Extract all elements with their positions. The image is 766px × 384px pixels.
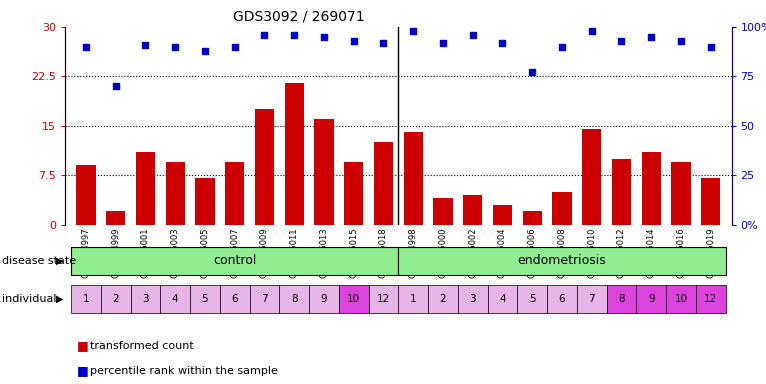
Text: disease state: disease state <box>2 256 76 266</box>
Bar <box>77 166 96 225</box>
Text: ■: ■ <box>77 339 88 352</box>
Point <box>228 44 241 50</box>
Point <box>288 32 300 38</box>
Point <box>110 83 122 89</box>
Point <box>585 28 597 34</box>
Text: 12: 12 <box>704 294 717 304</box>
Point <box>199 48 211 54</box>
Point <box>407 28 419 34</box>
Text: 4: 4 <box>499 294 506 304</box>
Text: 9: 9 <box>321 294 327 304</box>
Bar <box>522 212 542 225</box>
Text: 4: 4 <box>172 294 178 304</box>
Text: ▶: ▶ <box>56 294 64 304</box>
Point <box>615 38 627 44</box>
Bar <box>106 212 126 225</box>
Text: 1: 1 <box>410 294 417 304</box>
Text: 8: 8 <box>618 294 625 304</box>
Bar <box>225 162 244 225</box>
Text: percentile rank within the sample: percentile rank within the sample <box>90 366 278 376</box>
Bar <box>701 179 720 225</box>
Bar <box>612 159 631 225</box>
Point <box>169 44 182 50</box>
Text: 7: 7 <box>588 294 595 304</box>
Bar <box>642 152 661 225</box>
Text: 10: 10 <box>674 294 688 304</box>
Point <box>496 40 509 46</box>
Point <box>348 38 360 44</box>
Text: 3: 3 <box>470 294 476 304</box>
Bar <box>434 198 453 225</box>
Point <box>526 69 538 75</box>
Text: 2: 2 <box>113 294 119 304</box>
Text: individual: individual <box>2 294 56 304</box>
Point <box>258 32 270 38</box>
Text: 2: 2 <box>440 294 447 304</box>
Bar <box>136 152 155 225</box>
Bar <box>671 162 691 225</box>
Text: 8: 8 <box>291 294 297 304</box>
Point <box>80 44 92 50</box>
Bar <box>493 205 512 225</box>
Point <box>139 41 152 48</box>
Bar <box>165 162 185 225</box>
Text: 6: 6 <box>558 294 565 304</box>
Point <box>645 34 657 40</box>
Bar <box>582 129 601 225</box>
Point <box>675 38 687 44</box>
Text: 9: 9 <box>648 294 654 304</box>
Bar <box>284 83 304 225</box>
Point <box>378 40 390 46</box>
Text: ▶: ▶ <box>56 256 64 266</box>
Bar <box>404 132 423 225</box>
Bar <box>463 195 483 225</box>
Text: ■: ■ <box>77 364 88 377</box>
Point <box>556 44 568 50</box>
Bar <box>195 179 214 225</box>
Text: 10: 10 <box>347 294 360 304</box>
Bar <box>552 192 571 225</box>
Point <box>705 44 717 50</box>
Point <box>437 40 449 46</box>
Point <box>466 32 479 38</box>
Text: GDS3092 / 269071: GDS3092 / 269071 <box>233 10 364 23</box>
Text: endometriosis: endometriosis <box>518 254 607 267</box>
Text: 7: 7 <box>261 294 268 304</box>
Bar <box>314 119 334 225</box>
Bar <box>255 109 274 225</box>
Bar <box>344 162 363 225</box>
Text: control: control <box>213 254 257 267</box>
Text: 5: 5 <box>529 294 535 304</box>
Point <box>318 34 330 40</box>
Bar <box>374 142 393 225</box>
Text: 12: 12 <box>377 294 390 304</box>
Text: 6: 6 <box>231 294 238 304</box>
Text: transformed count: transformed count <box>90 341 194 351</box>
Text: 1: 1 <box>83 294 90 304</box>
Text: 3: 3 <box>142 294 149 304</box>
Text: 5: 5 <box>201 294 208 304</box>
